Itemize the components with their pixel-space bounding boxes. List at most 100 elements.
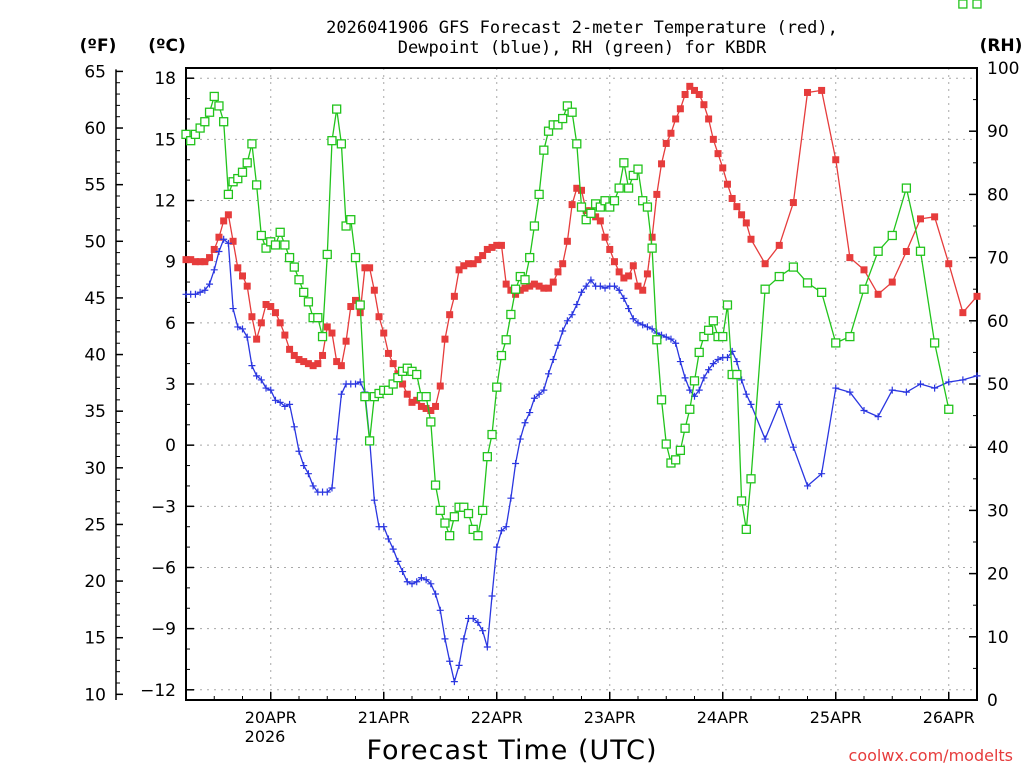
2-meter-temperature-point [361, 264, 369, 272]
dewpoint-point [714, 356, 722, 364]
2-meter-temperature-point [375, 313, 383, 321]
fahrenheit-tick-label: 50 [84, 232, 106, 252]
dewpoint-point [643, 323, 651, 331]
fahrenheit-tick-label: 20 [84, 572, 106, 592]
2-meter-temperature-point [436, 382, 444, 390]
dewpoint-point [582, 282, 590, 290]
rh-point [190, 129, 201, 140]
rh-point [473, 531, 483, 541]
2-meter-temperature-point [818, 86, 826, 94]
rh-point [317, 331, 328, 342]
2-meter-temperature-point [568, 201, 576, 209]
2-meter-temperature-point [639, 286, 647, 294]
rh-point [661, 439, 671, 449]
rh-point [680, 423, 690, 433]
celsius-tick-label: −9 [151, 620, 176, 640]
2-meter-temperature-point [337, 362, 345, 370]
2-meter-temperature-point [723, 180, 731, 188]
rh-point [421, 391, 431, 402]
rh-point [355, 300, 365, 310]
2-meter-temperature-point [648, 233, 656, 241]
rh-point [628, 170, 638, 181]
2-meter-temperature-point [596, 217, 604, 225]
rh-point [543, 126, 554, 136]
2-meter-temperature-point [370, 286, 378, 294]
dewpoint-point [436, 606, 444, 614]
rh-point [510, 284, 521, 294]
time-axis: 20APR 21APR 22APR 23APR 24APR 25APR 26APR [213, 692, 978, 727]
unit-fahrenheit-label: (ºF) [80, 36, 117, 56]
2-meter-temperature-point [333, 358, 341, 366]
2-meter-temperature-point [267, 303, 275, 311]
dewpoint-point [191, 290, 199, 298]
2-meter-temperature-point [634, 282, 642, 290]
rh-point [284, 252, 295, 263]
dewpoint-point [300, 462, 308, 470]
dewpoint-point [620, 294, 628, 302]
2-meter-temperature-point [959, 309, 967, 317]
unit-celsius-label: (ºC) [148, 36, 186, 56]
rh-point [223, 189, 234, 200]
2-meter-temperature-point [738, 211, 746, 219]
dewpoint-point [220, 235, 228, 243]
rh-tick-label: 10 [987, 628, 1009, 648]
rh-point [237, 167, 248, 177]
2-meter-temperature-point [521, 284, 529, 292]
time-tick-label: 21APR [358, 708, 410, 727]
rh-point [845, 331, 855, 342]
fahrenheit-axis: 65 60 55 50 45 40 35 30 25 20 15 10 [84, 62, 123, 705]
rh-point [496, 350, 507, 361]
rh-point [294, 275, 304, 285]
2-meter-temperature-point [417, 402, 425, 410]
rh-point [652, 335, 662, 345]
2-meter-temperature-point [206, 254, 214, 262]
celsius-tick-label: 15 [154, 130, 176, 150]
dewpoint-point [507, 494, 515, 502]
2-meter-temperature-point [681, 91, 689, 99]
dewpoint-point [601, 284, 609, 292]
dewpoint-point [578, 288, 585, 296]
2-meter-temperature-point [606, 245, 614, 253]
rh-point [859, 284, 869, 294]
rh-point [873, 246, 883, 256]
2-meter-temperature-point [304, 360, 312, 368]
2-meter-temperature-point [728, 194, 736, 202]
dewpoint-point [658, 331, 666, 339]
dewpoint-point [742, 390, 750, 398]
rh-tick-label: 0 [987, 691, 998, 711]
dewpoint-point [408, 580, 416, 588]
2-meter-temperature-point [902, 247, 910, 255]
2-meter-temperature-point [309, 362, 317, 370]
dewpoint-point [917, 380, 924, 388]
2-meter-temperature-point [775, 241, 783, 249]
2-meter-temperature-point [427, 407, 435, 415]
2-meter-temperature-point [224, 211, 232, 219]
rh-point [915, 246, 926, 256]
rh-point [525, 252, 535, 263]
2-meter-temperature-point [973, 292, 981, 300]
dewpoint-point [210, 266, 218, 274]
dewpoint-point [789, 443, 797, 451]
celsius-tick-label: 3 [165, 375, 176, 395]
dewpoint-point [629, 315, 637, 323]
2-meter-temperature-point [789, 199, 797, 207]
fahrenheit-tick-label: 65 [84, 62, 106, 82]
rh-point [614, 183, 624, 193]
2-meter-temperature-point [276, 319, 284, 327]
2-meter-temperature-point [620, 274, 628, 282]
rh-point [831, 338, 841, 348]
rh-point [341, 221, 351, 231]
time-tick-label: 26APR [923, 708, 975, 727]
time-tick-label: 24APR [697, 708, 749, 727]
rh-point [638, 196, 648, 206]
dewpoint-point [874, 413, 882, 421]
rh-point [256, 230, 266, 241]
rh-point [972, 0, 982, 9]
2-meter-temperature-point [262, 300, 270, 308]
dewpoint-point [201, 286, 209, 294]
2-meter-temperature-point [201, 258, 209, 266]
dewpoint-point [267, 386, 275, 394]
dewpoint-point [610, 282, 618, 290]
dewpoint-point [248, 362, 256, 370]
